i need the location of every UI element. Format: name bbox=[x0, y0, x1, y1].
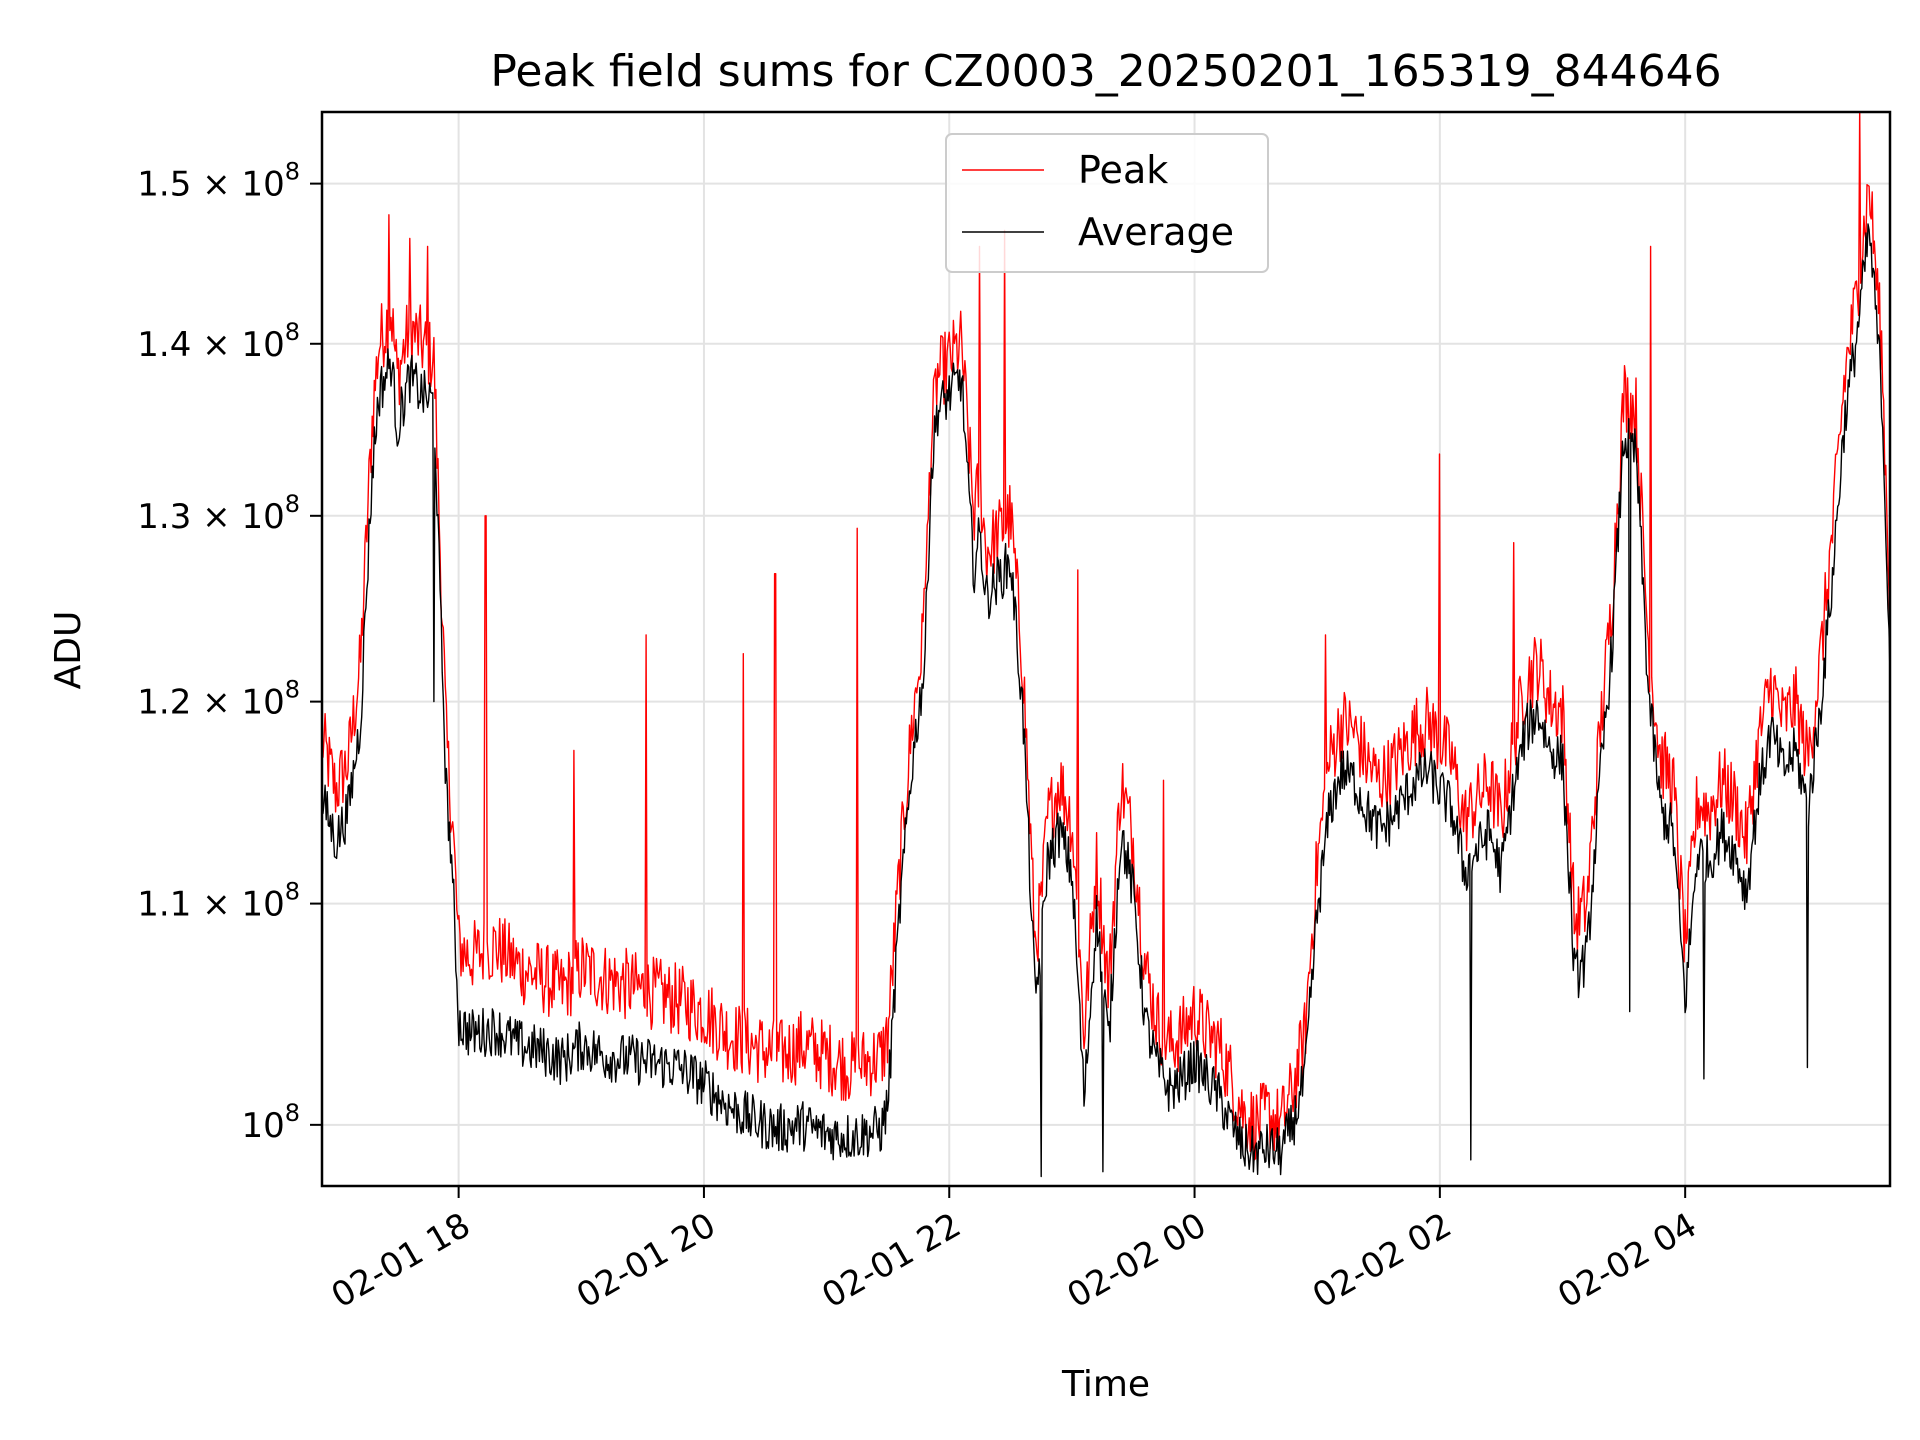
y-tick-mantissa: 1.2 × bbox=[137, 683, 241, 723]
y-tick-mantissa: 1.1 × bbox=[137, 885, 241, 925]
y-tick-exponent: 8 bbox=[285, 318, 300, 346]
average-series-line bbox=[322, 223, 1890, 1178]
y-tick-exponent: 8 bbox=[285, 878, 300, 906]
y-tick-base: 10 bbox=[241, 165, 284, 205]
legend-average-label: Average bbox=[1078, 210, 1234, 254]
y-tick-base: 10 bbox=[241, 885, 284, 925]
y-tick-label: 108 bbox=[241, 1099, 300, 1146]
y-tick-base: 10 bbox=[241, 1106, 284, 1146]
y-tick-exponent: 8 bbox=[285, 158, 300, 186]
y-tick-base: 10 bbox=[241, 497, 284, 537]
series-layer bbox=[322, 112, 1890, 1178]
y-tick-exponent: 8 bbox=[285, 490, 300, 518]
y-tick-base: 10 bbox=[241, 683, 284, 723]
y-tick-base: 10 bbox=[241, 325, 284, 365]
y-tick-mantissa: 1.3 × bbox=[137, 497, 241, 537]
legend-peak-label: Peak bbox=[1078, 148, 1168, 192]
y-tick-mantissa: 1.4 × bbox=[137, 325, 241, 365]
y-tick-exponent: 8 bbox=[285, 1099, 300, 1127]
y-tick-label: 1.2 × 108 bbox=[137, 676, 300, 723]
y-tick-label: 1.4 × 108 bbox=[137, 318, 300, 365]
x-axis-label: Time bbox=[1061, 1364, 1150, 1405]
legend: Peak Average bbox=[945, 133, 1269, 273]
plot-frame bbox=[320, 110, 1892, 1188]
y-axis-label: ADU bbox=[48, 611, 89, 690]
legend-box bbox=[945, 133, 1269, 273]
y-tick-label: 1.1 × 108 bbox=[137, 878, 300, 925]
y-tick-label: 1.3 × 108 bbox=[137, 490, 300, 537]
chart-title: Peak field sums for CZ0003_20250201_1653… bbox=[490, 46, 1721, 97]
y-tick-exponent: 8 bbox=[285, 676, 300, 704]
y-tick-label: 1.5 × 108 bbox=[137, 158, 300, 205]
y-tick-mantissa: 1.5 × bbox=[137, 165, 241, 205]
